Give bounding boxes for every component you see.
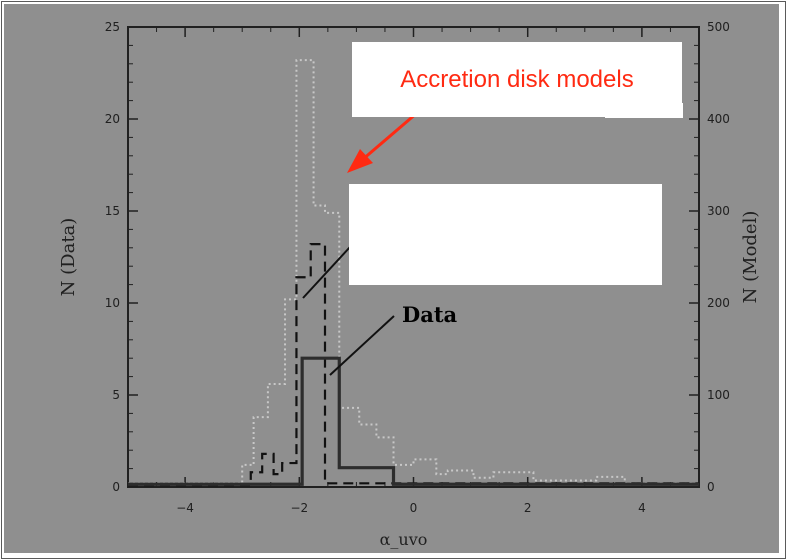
data-callout-label: Data: [402, 302, 458, 327]
accretion-disk-models-callout-tail: [605, 103, 683, 118]
x-tick-label: −2: [290, 501, 308, 515]
blank-callout-box: [349, 184, 662, 285]
y-left-tick-label: 10: [105, 296, 120, 310]
accretion-disk-models-callout: Accretion disk models: [352, 42, 682, 117]
x-tick-label: 0: [410, 501, 418, 515]
y-right-tick-label: 400: [707, 112, 730, 126]
accretion-disk-models-arrowhead: [347, 149, 373, 173]
y-right-tick-label: 500: [707, 20, 730, 34]
blank-callout-leader: [302, 246, 351, 299]
data-callout-leader: [329, 315, 395, 376]
y-left-tick-label: 5: [112, 388, 120, 402]
x-tick-label: 4: [638, 501, 646, 515]
y-right-tick-label: 0: [707, 480, 715, 494]
accretion-disk-models-label: Accretion disk models: [400, 65, 634, 93]
data-solid-series: [128, 356, 699, 486]
y-right-tick-label: 200: [707, 296, 730, 310]
y-axis-right-label: N (Model): [740, 211, 761, 304]
y-left-tick-label: 25: [105, 20, 120, 34]
y-axis-left-label: N (Data): [58, 218, 79, 297]
y-left-tick-label: 15: [105, 204, 120, 218]
y-right-tick-label: 100: [707, 388, 730, 402]
model-dotted-series: [128, 59, 699, 485]
y-right-tick-label: 300: [707, 204, 730, 218]
x-axis-label: α_uvo: [380, 530, 428, 549]
dashed-series: [128, 243, 699, 487]
y-left-tick-label: 20: [105, 112, 120, 126]
y-left-tick-label: 0: [112, 480, 120, 494]
x-tick-label: 2: [524, 501, 532, 515]
x-tick-label: −4: [176, 501, 194, 515]
